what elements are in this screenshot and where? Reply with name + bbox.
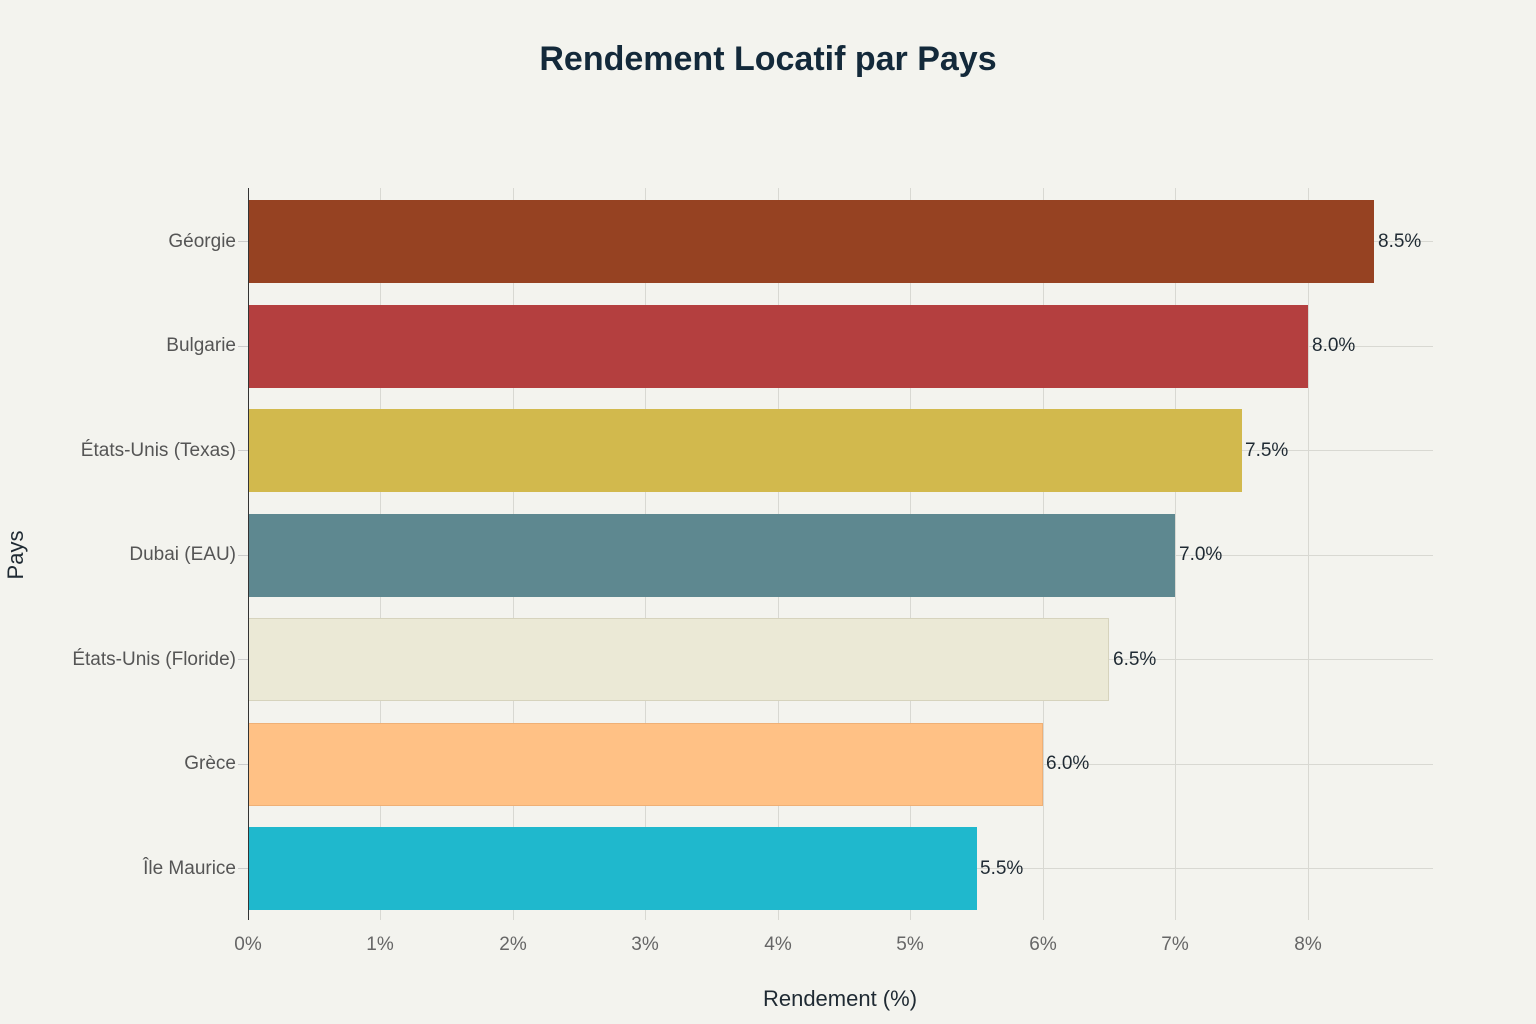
data-label: 6.0% — [1046, 753, 1090, 774]
data-label: 7.0% — [1179, 544, 1223, 565]
bar-georgie — [248, 200, 1374, 283]
bar-dubai — [248, 514, 1175, 597]
y-tick-label: Bulgarie — [166, 335, 236, 356]
gridline — [1175, 188, 1176, 920]
y-tick — [238, 659, 248, 660]
y-axis-title: Pays — [3, 530, 28, 580]
x-tick-label: 4% — [764, 934, 792, 955]
y-tick-label: Dubai (EAU) — [129, 544, 236, 565]
y-tick — [238, 764, 248, 765]
x-tick-label: 5% — [896, 934, 924, 955]
bar-grece — [248, 723, 1043, 806]
x-tick-label: 7% — [1161, 934, 1189, 955]
y-tick-label: Île Maurice — [143, 858, 236, 879]
x-tick-label: 6% — [1029, 934, 1057, 955]
y-tick-label: États-Unis (Texas) — [80, 440, 236, 461]
data-label: 6.5% — [1113, 649, 1157, 670]
data-label: 8.0% — [1312, 335, 1356, 356]
gridline — [1308, 188, 1309, 920]
x-tick-label: 1% — [366, 934, 394, 955]
x-tick-label: 3% — [631, 934, 659, 955]
y-tick — [238, 346, 248, 347]
x-axis-title: Rendement (%) — [762, 986, 918, 1011]
x-tick-label: 2% — [499, 934, 527, 955]
y-tick-label: Géorgie — [168, 231, 236, 252]
y-tick — [238, 241, 248, 242]
data-label: 7.5% — [1245, 440, 1289, 461]
y-tick — [238, 868, 248, 869]
bar-bulgarie — [248, 305, 1308, 388]
chart-title: Rendement Locatif par Pays — [539, 40, 997, 78]
y-tick-label: États-Unis (Floride) — [72, 649, 236, 670]
x-tick-label: 8% — [1294, 934, 1322, 955]
bar-ile-maurice — [248, 827, 977, 910]
y-tick — [238, 555, 248, 556]
y-tick-label: Grèce — [184, 753, 236, 774]
x-tick-label: 0% — [234, 934, 262, 955]
bar-etats-unis-texas — [248, 409, 1242, 492]
data-label: 8.5% — [1378, 231, 1422, 252]
y-tick — [238, 450, 248, 451]
bar-etats-unis-floride — [248, 618, 1109, 701]
plot-area: 8.5% 8.0% 7.5% 7.0% 6.5% 6.0% 5.5% — [248, 188, 1433, 920]
data-label: 5.5% — [980, 858, 1024, 879]
y-axis-line — [248, 188, 249, 920]
